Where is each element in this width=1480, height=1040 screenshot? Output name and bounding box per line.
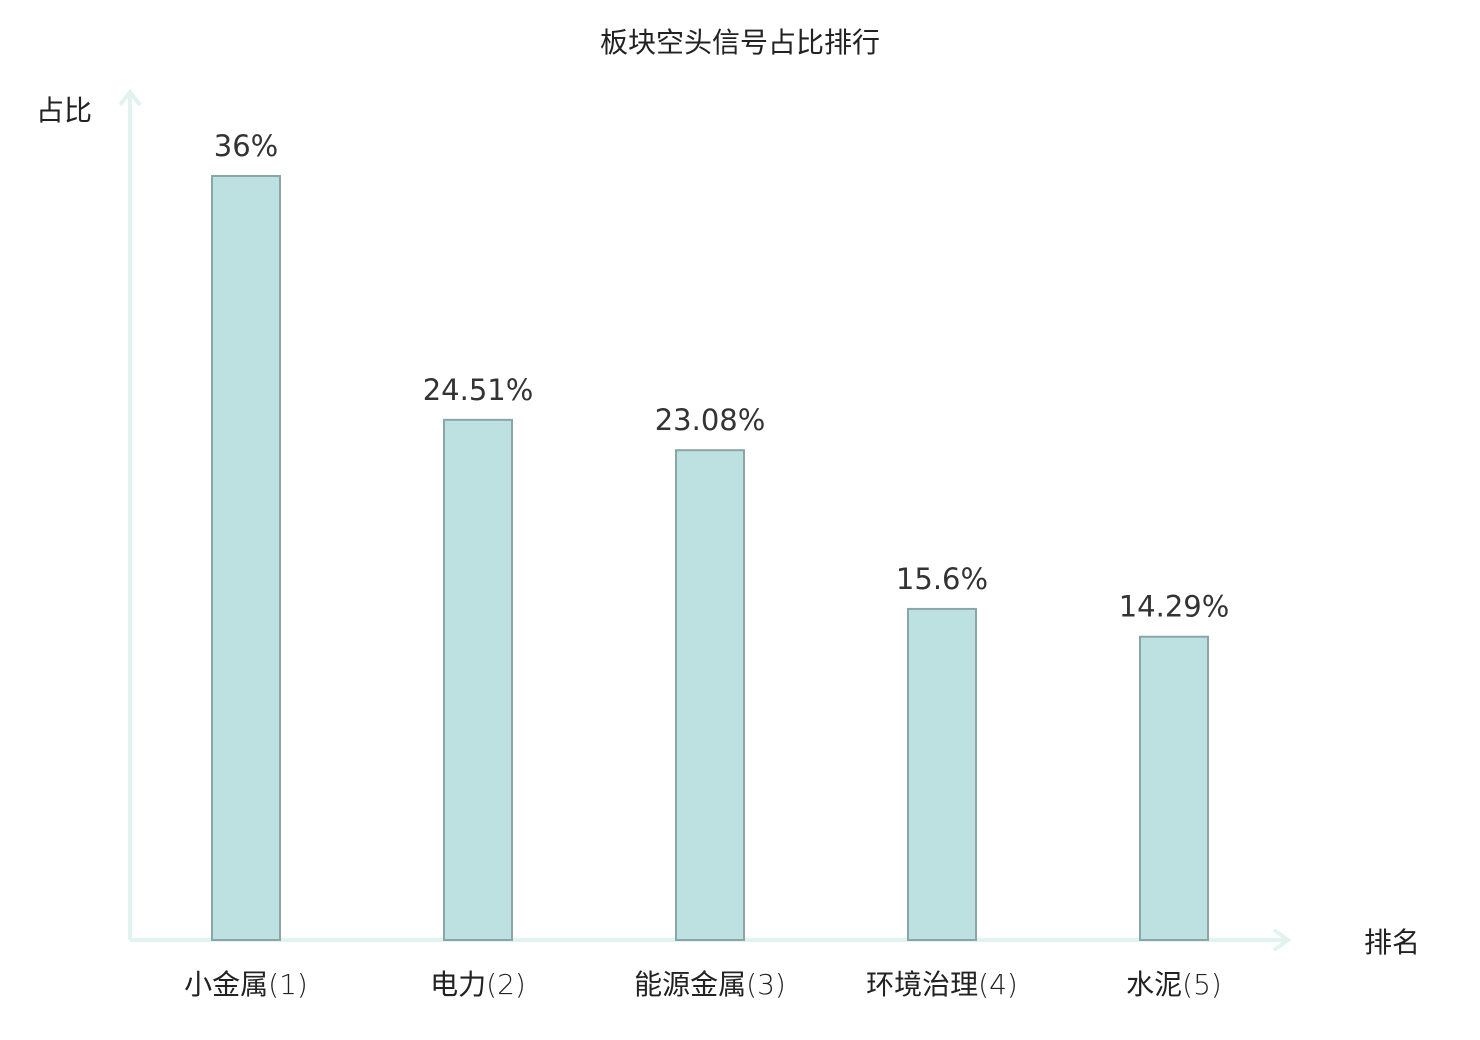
category-label-3: 能源金属(3) <box>634 968 786 1001</box>
value-labels-group: 36% 24.51% 23.08% 15.6% 14.29% <box>214 129 1230 624</box>
category-rank: (3) <box>746 968 786 1001</box>
category-name: 电力 <box>430 968 486 1001</box>
bar-2 <box>443 418 513 941</box>
category-label-1: 小金属(1) <box>184 968 308 1001</box>
category-name: 环境治理 <box>866 968 978 1001</box>
category-name: 小金属 <box>184 968 268 1001</box>
category-rank: (2) <box>486 968 526 1001</box>
category-labels-group: 小金属(1) 电力(2) 能源金属(3) 环境治理(4) 水泥(5) <box>184 968 1222 1001</box>
category-label-5: 水泥(5) <box>1126 968 1222 1001</box>
category-rank: (4) <box>978 968 1018 1001</box>
value-label-1: 36% <box>214 129 278 163</box>
value-label-4: 15.6% <box>896 562 988 596</box>
category-rank: (1) <box>268 968 308 1001</box>
category-name: 能源金属 <box>634 968 746 1001</box>
category-name: 水泥 <box>1126 968 1182 1001</box>
x-axis-label: 排名 <box>1364 926 1420 959</box>
bar-1 <box>211 175 281 941</box>
bar-5 <box>1139 635 1209 941</box>
category-label-2: 电力(2) <box>430 968 526 1001</box>
bars-group <box>211 175 1209 942</box>
chart-title: 板块空头信号占比排行 <box>600 26 880 59</box>
category-rank: (5) <box>1182 968 1222 1001</box>
y-axis-label: 占比 <box>36 94 92 127</box>
bar-3 <box>675 449 745 941</box>
value-label-5: 14.29% <box>1119 590 1230 624</box>
y-axis-line <box>118 88 142 940</box>
category-label-4: 环境治理(4) <box>866 968 1018 1001</box>
value-label-3: 23.08% <box>655 403 766 437</box>
value-label-2: 24.51% <box>423 373 534 407</box>
bar-4 <box>907 607 977 942</box>
